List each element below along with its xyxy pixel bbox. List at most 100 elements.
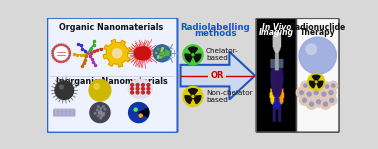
Circle shape xyxy=(161,50,162,52)
Text: In Vivo: In Vivo xyxy=(262,22,291,31)
Circle shape xyxy=(112,49,122,58)
Circle shape xyxy=(162,52,163,53)
Wedge shape xyxy=(194,96,201,104)
Circle shape xyxy=(316,99,321,104)
Circle shape xyxy=(307,92,311,97)
Circle shape xyxy=(161,56,162,58)
Wedge shape xyxy=(312,75,320,80)
Text: Radiolabelling: Radiolabelling xyxy=(181,22,250,31)
Circle shape xyxy=(60,44,62,45)
Circle shape xyxy=(58,61,60,62)
Circle shape xyxy=(331,84,335,88)
Circle shape xyxy=(328,81,338,90)
Circle shape xyxy=(147,87,150,90)
Circle shape xyxy=(100,110,102,112)
Circle shape xyxy=(52,50,53,52)
Circle shape xyxy=(299,95,310,106)
Circle shape xyxy=(102,106,104,107)
Circle shape xyxy=(321,92,326,97)
Circle shape xyxy=(161,52,163,53)
Circle shape xyxy=(141,91,144,94)
Circle shape xyxy=(147,91,150,94)
Circle shape xyxy=(99,112,101,113)
Circle shape xyxy=(141,84,144,86)
Circle shape xyxy=(314,80,318,83)
Circle shape xyxy=(89,79,111,101)
Text: Radionuclide: Radionuclide xyxy=(290,22,346,31)
Circle shape xyxy=(136,91,139,94)
Circle shape xyxy=(63,61,64,62)
Circle shape xyxy=(68,48,70,50)
Circle shape xyxy=(325,84,329,89)
Circle shape xyxy=(328,90,333,95)
Circle shape xyxy=(99,112,101,114)
Circle shape xyxy=(134,108,137,111)
Circle shape xyxy=(54,59,56,60)
Circle shape xyxy=(131,87,133,90)
Circle shape xyxy=(138,47,151,60)
Circle shape xyxy=(166,50,167,51)
Circle shape xyxy=(314,90,319,95)
Circle shape xyxy=(53,57,54,58)
Circle shape xyxy=(192,95,194,97)
Wedge shape xyxy=(310,81,315,88)
Circle shape xyxy=(98,111,100,113)
Circle shape xyxy=(155,52,157,53)
Circle shape xyxy=(103,112,105,114)
FancyBboxPatch shape xyxy=(54,111,75,114)
Circle shape xyxy=(129,103,149,123)
Circle shape xyxy=(308,82,317,91)
Circle shape xyxy=(69,50,70,52)
Circle shape xyxy=(94,84,99,89)
FancyBboxPatch shape xyxy=(47,18,177,133)
Circle shape xyxy=(323,102,328,107)
Circle shape xyxy=(67,46,68,48)
Circle shape xyxy=(52,53,53,54)
Circle shape xyxy=(65,45,66,46)
FancyBboxPatch shape xyxy=(54,114,75,116)
Ellipse shape xyxy=(128,79,152,98)
Circle shape xyxy=(163,56,164,57)
Circle shape xyxy=(319,89,329,100)
Circle shape xyxy=(50,42,72,64)
Circle shape xyxy=(160,57,161,58)
Circle shape xyxy=(314,80,324,90)
Circle shape xyxy=(302,98,307,103)
Circle shape xyxy=(139,114,142,117)
Polygon shape xyxy=(181,52,255,100)
Circle shape xyxy=(320,99,331,110)
Text: Chelator-
based: Chelator- based xyxy=(206,48,239,61)
Circle shape xyxy=(53,48,54,50)
Circle shape xyxy=(164,55,165,56)
Circle shape xyxy=(60,85,64,89)
Circle shape xyxy=(165,51,166,52)
Circle shape xyxy=(102,113,104,115)
Circle shape xyxy=(303,84,307,88)
Circle shape xyxy=(69,53,71,54)
Circle shape xyxy=(67,59,68,60)
Circle shape xyxy=(99,112,101,114)
Circle shape xyxy=(161,48,163,49)
Circle shape xyxy=(311,87,322,98)
Wedge shape xyxy=(139,108,149,117)
Circle shape xyxy=(136,84,139,86)
Circle shape xyxy=(322,82,332,91)
Circle shape xyxy=(183,45,203,65)
Circle shape xyxy=(100,113,102,115)
Wedge shape xyxy=(188,89,198,94)
Circle shape xyxy=(54,46,56,48)
Circle shape xyxy=(98,112,100,113)
Circle shape xyxy=(104,108,106,110)
Circle shape xyxy=(96,109,98,111)
Circle shape xyxy=(192,54,194,56)
Circle shape xyxy=(161,53,162,54)
Wedge shape xyxy=(185,54,192,62)
Text: Organic Nanomaterials: Organic Nanomaterials xyxy=(59,22,164,31)
Wedge shape xyxy=(317,81,323,88)
Circle shape xyxy=(158,57,159,58)
Circle shape xyxy=(183,86,203,106)
Circle shape xyxy=(159,53,161,55)
Text: Therapy: Therapy xyxy=(300,28,336,37)
Circle shape xyxy=(100,117,102,119)
Circle shape xyxy=(317,83,321,87)
